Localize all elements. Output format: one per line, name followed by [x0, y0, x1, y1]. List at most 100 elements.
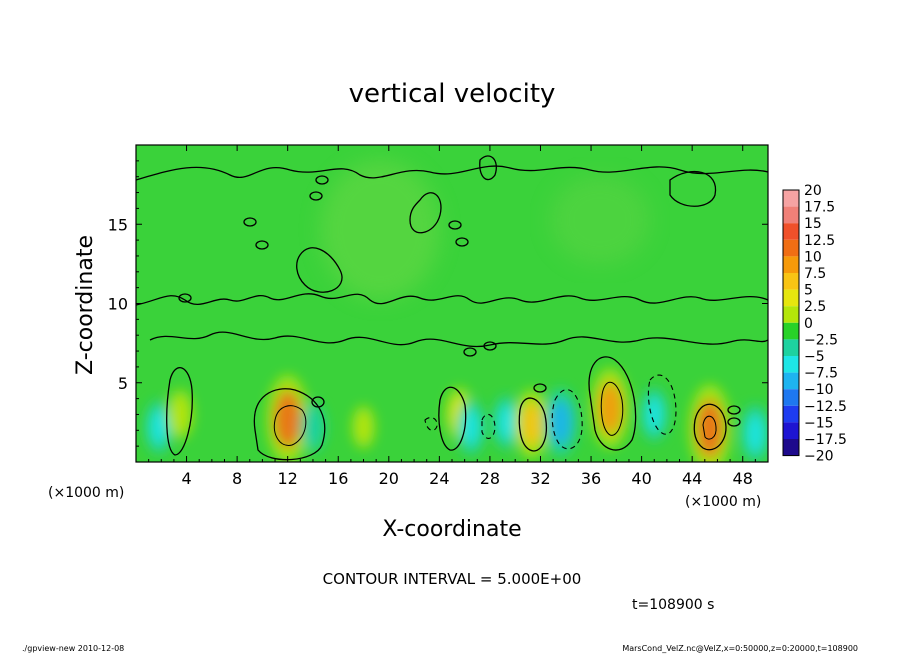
colorbar-swatch — [783, 439, 799, 456]
y-tick-label: 10 — [108, 295, 128, 314]
velocity-cell — [304, 411, 322, 444]
contour-interval: CONTOUR INTERVAL = 5.000E+00 — [323, 570, 582, 588]
x-tick-label: 28 — [480, 469, 500, 488]
x-tick-label: 36 — [581, 469, 601, 488]
field-upper-patch — [550, 175, 650, 265]
negative-contour — [551, 389, 583, 450]
colorbar-swatch — [783, 206, 799, 224]
colorbar-label: 17.5 — [804, 200, 835, 216]
contour-loop — [448, 220, 462, 230]
footer-right: MarsCond_VelZ.nc@VelZ,x=0:50000,z=0:2000… — [622, 644, 858, 653]
velocity-cell — [461, 408, 481, 446]
velocity-cell — [645, 397, 664, 432]
negative-contours — [424, 374, 677, 450]
x-axis: 4 8 12 16 20 24 28 32 36 40 44 48 — [148, 145, 756, 488]
x-tick-label: 12 — [278, 469, 298, 488]
zero-contour — [669, 171, 717, 207]
contour-loop — [315, 175, 329, 185]
y-axis-label: Z-coordinate — [73, 235, 98, 375]
contour-loop — [255, 240, 269, 250]
velocity-cell — [149, 409, 168, 445]
colorbar-label: 20 — [804, 183, 822, 199]
colorbar-swatch — [783, 356, 799, 373]
zero-contour — [149, 331, 768, 348]
field-upper-patch — [320, 160, 440, 300]
colorbar-label: −12.5 — [804, 399, 847, 415]
colorbar-swatch — [783, 239, 799, 257]
colorbar-label: 5 — [804, 283, 813, 299]
x-tick-label: 4 — [181, 469, 191, 488]
zero-contour — [409, 192, 442, 234]
y-axis: 5 10 15 — [108, 160, 768, 447]
colorbar-swatch — [783, 289, 799, 307]
contour-loop — [309, 191, 323, 201]
contour-cell — [588, 356, 637, 451]
contour-cell — [438, 386, 467, 451]
x-tick-label: 8 — [232, 469, 242, 488]
colorbar-swatch — [783, 422, 799, 439]
contour-cell — [693, 403, 727, 451]
contour-loop — [463, 347, 477, 357]
contour-inner — [600, 382, 624, 436]
velocity-cell — [497, 404, 516, 440]
colorbar-label: −2.5 — [804, 332, 838, 348]
zero-contour — [296, 247, 343, 293]
negative-contour — [424, 417, 438, 431]
colorbar-swatch — [783, 389, 799, 406]
velocity-cell — [597, 382, 623, 435]
y-tick-label: 5 — [118, 374, 128, 393]
colorbar-swatch — [783, 339, 799, 356]
contour-loop — [455, 237, 469, 247]
colorbar-label: 12.5 — [804, 233, 835, 249]
x-axis-label: X-coordinate — [382, 517, 521, 542]
colorbar-swatch — [783, 372, 799, 390]
contour-cell — [253, 388, 326, 461]
velocity-cell — [549, 399, 572, 445]
x-tick-label: 16 — [328, 469, 348, 488]
velocity-cell — [696, 399, 724, 458]
colorbar: 2017.51512.5107.552.50−2.5−5−7.5−10−12.5… — [782, 183, 847, 465]
x-unit-left: (×1000 m) — [48, 485, 124, 501]
time-label: t=108900 s — [632, 597, 714, 613]
zero-contour — [136, 293, 768, 306]
contour-loop — [533, 383, 547, 393]
colorbar-swatch — [783, 322, 799, 340]
colorbar-label: 2.5 — [804, 299, 826, 315]
negative-contour — [647, 374, 677, 435]
colorbar-label: −17.5 — [804, 432, 847, 448]
zero-contour — [136, 165, 768, 181]
chart-title: vertical velocity — [349, 79, 556, 109]
velocity-cell — [520, 401, 543, 447]
colorbar-swatch — [783, 273, 799, 290]
field-area — [136, 145, 768, 462]
contour-loop — [243, 217, 257, 227]
colorbar-swatch — [783, 405, 799, 423]
colorbar-label: 0 — [804, 316, 813, 332]
footer-left: ./gpview-new 2010-12-08 — [22, 644, 124, 653]
colorbar-swatch — [783, 190, 799, 207]
contour-cell — [518, 397, 547, 452]
contour-inner — [702, 415, 717, 440]
velocity-cell — [171, 398, 189, 431]
y-tick-label: 15 — [108, 215, 128, 234]
colorbar-swatch — [783, 306, 799, 323]
contour-cell — [166, 367, 193, 456]
x-tick-label: 24 — [429, 469, 449, 488]
contour-inner — [273, 405, 307, 446]
colorbar-swatch — [783, 223, 799, 240]
zero-contour — [479, 155, 497, 181]
contour-loop — [483, 341, 497, 351]
velocity-cell — [356, 413, 371, 441]
x-tick-label: 48 — [733, 469, 753, 488]
contour-loop — [727, 417, 741, 427]
contour-loop — [178, 293, 192, 303]
x-tick-label: 20 — [379, 469, 399, 488]
colorbar-label: 15 — [804, 216, 822, 232]
velocity-cell — [274, 390, 302, 449]
colorbar-label: −10 — [804, 382, 834, 398]
colorbar-label: −5 — [804, 349, 825, 365]
colorbar-frame — [782, 189, 800, 457]
x-unit-right: (×1000 m) — [685, 494, 761, 510]
colorbar-label: 10 — [804, 249, 822, 265]
